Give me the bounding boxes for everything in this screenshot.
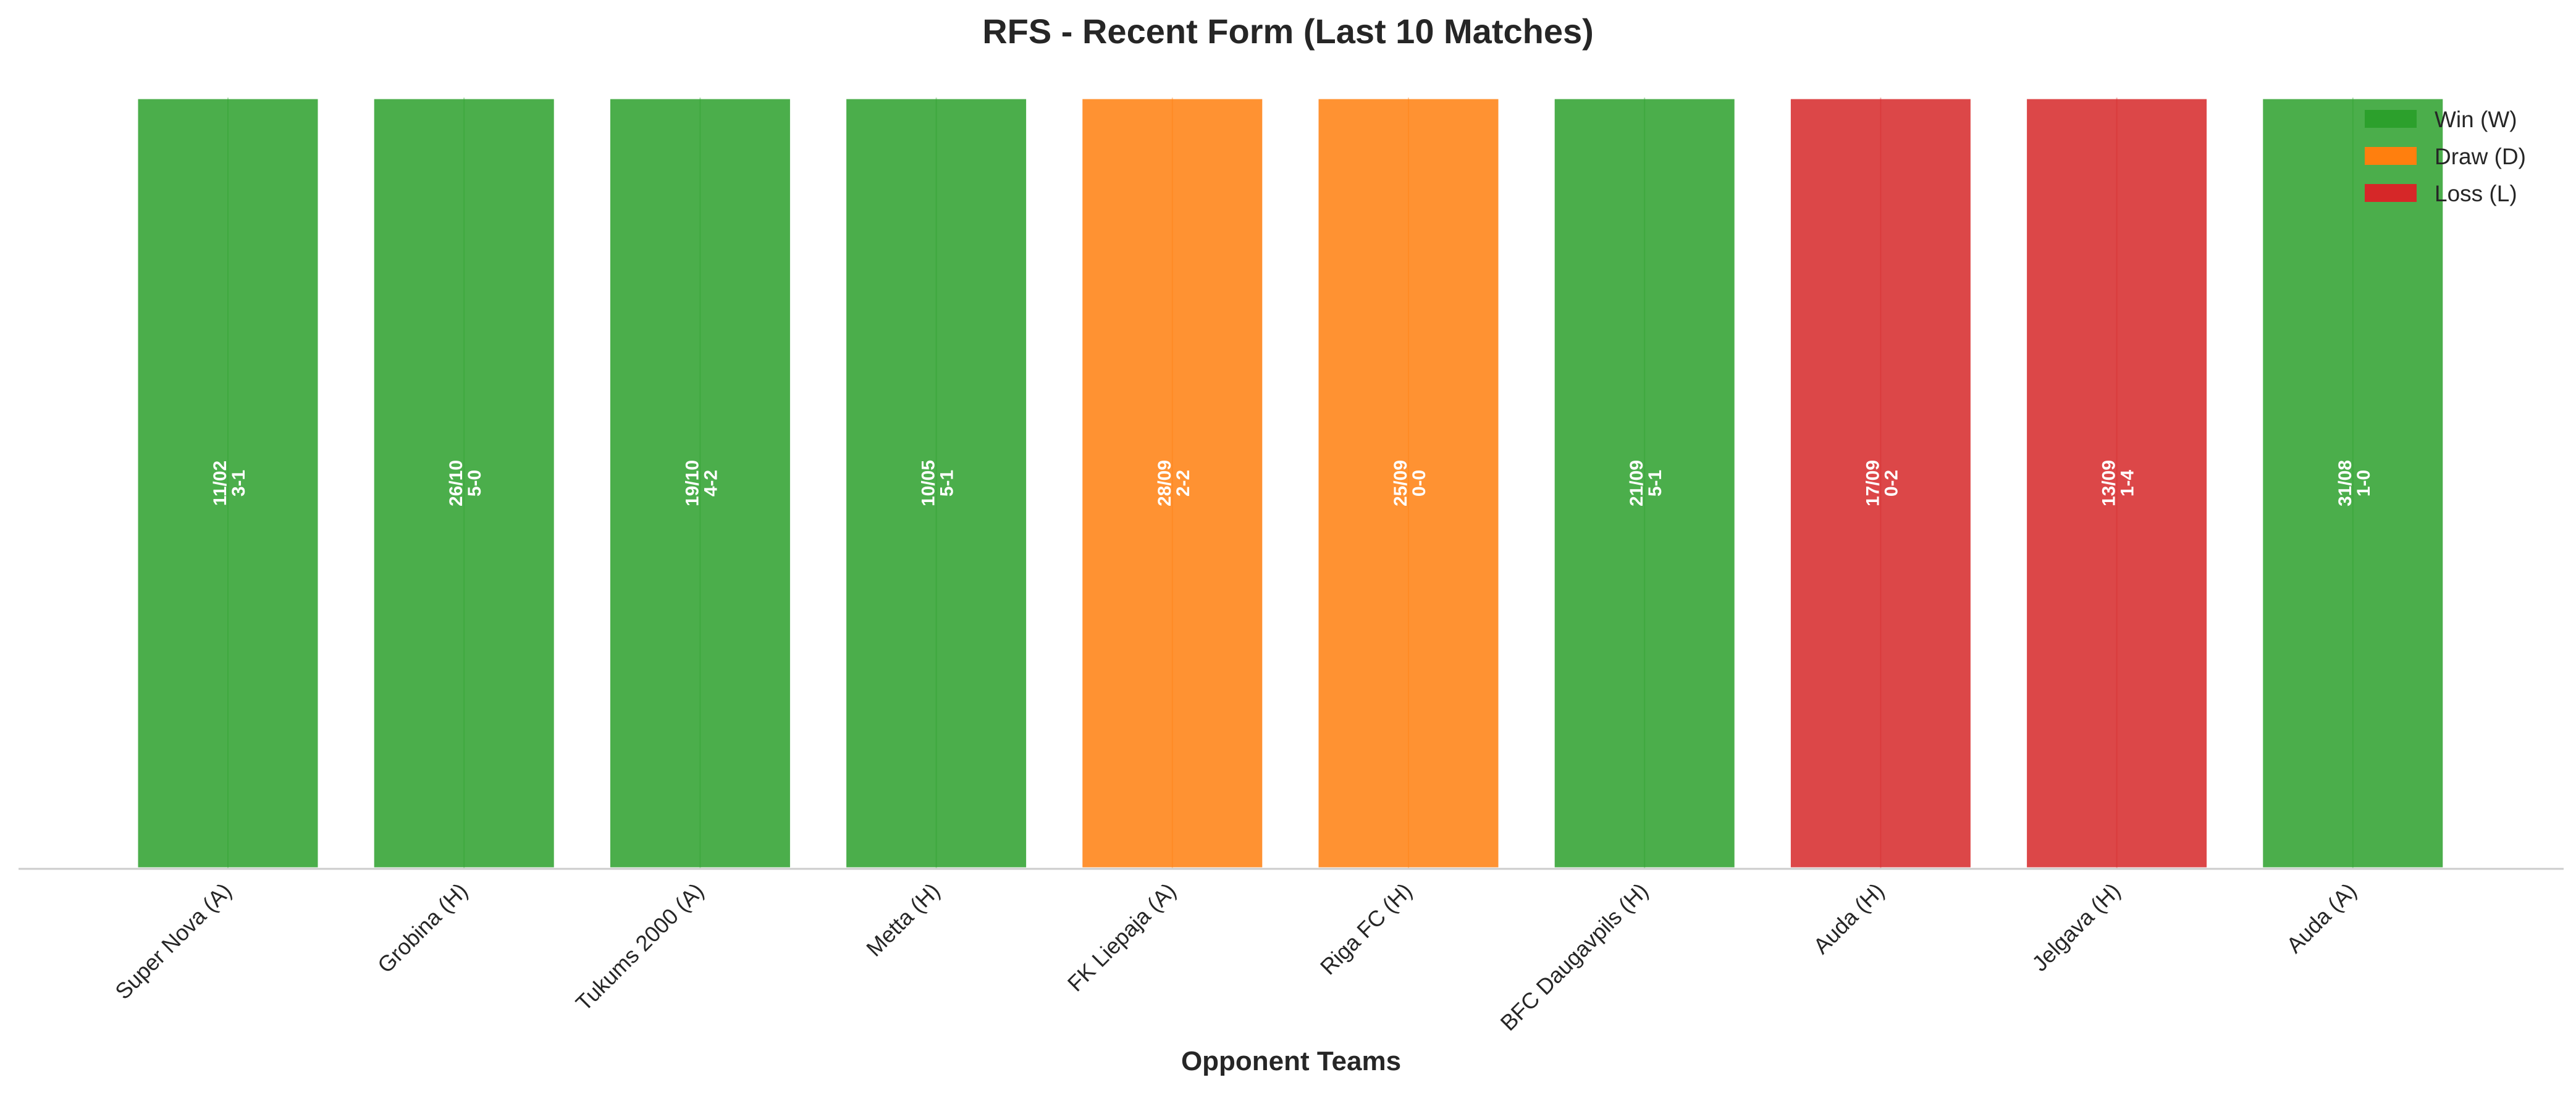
legend-label: Win (W) [2435,107,2517,132]
legend-label: Draw (D) [2435,144,2526,169]
bar-label: 11/023-1 [210,461,249,506]
x-tick-label: Riga FC (H) [1315,878,1417,980]
bar-label: 25/090-0 [1391,460,1429,506]
x-tick-labels: Super Nova (A) Grobina (H) Tukums 2000 (A)… [110,878,2361,1036]
bar-date-label: 28/09 [1155,460,1175,506]
bar-label: 13/091-4 [2099,460,2138,506]
bars-layer: 11/023-1 26/105-0 19/104-2 10/055-1 28/092-2… [135,96,2446,871]
bar-label: 31/081-0 [2335,460,2374,506]
bar [1079,96,1266,871]
legend-swatch [2365,110,2417,128]
legend-label: Loss (L) [2435,181,2517,206]
x-tick-label: Jelgava (H) [2027,878,2125,976]
bar-score-label: 1-4 [2118,470,2138,497]
x-axis-label: Opponent Teams [1181,1046,1401,1076]
bar-date-label: 21/09 [1627,460,1647,506]
legend-swatch [2365,184,2417,202]
x-tick-label: Auda (A) [2281,878,2361,958]
bar-label: 26/105-0 [446,460,485,506]
bar-score-label: 5-0 [465,470,485,496]
bar-date-label: 13/09 [2099,460,2119,506]
bar-label: 21/095-1 [1627,460,1665,506]
bar-score-label: 0-0 [1409,470,1429,496]
x-tick-label: Super Nova (A) [110,878,236,1004]
x-tick-label: Auda (H) [1808,878,1889,959]
chart-title: RFS - Recent Form (Last 10 Matches) [982,12,1594,51]
x-tick-label: Metta (H) [861,878,945,961]
bar [1551,96,1738,871]
bar-score-label: 0-2 [1881,470,1901,496]
bar-date-label: 25/09 [1391,460,1411,506]
bar [2260,96,2446,871]
legend: Win (W) Draw (D) Loss (L) [2365,107,2526,206]
legend-swatch [2365,147,2417,165]
bar-date-label: 10/05 [919,460,939,506]
x-tick-label: Grobina (H) [373,878,473,978]
bar [843,96,1030,871]
bar [1315,96,1502,871]
bar-score-label: 3-1 [229,470,249,496]
x-tick-label: BFC Daugavpils (H) [1496,878,1653,1036]
bar-label: 19/104-2 [682,460,721,506]
bar-date-label: 31/08 [2335,460,2355,506]
bar-date-label: 11/02 [210,461,230,506]
x-tick-label: FK Liepaja (A) [1063,878,1181,997]
bar-label: 28/092-2 [1155,460,1193,506]
bar-score-label: 2-2 [1173,470,1193,496]
bar [135,96,321,871]
bar-score-label: 5-1 [937,470,958,496]
x-tick-label: Tukums 2000 (A) [571,878,709,1016]
bar-date-label: 19/10 [682,460,702,506]
bar-score-label: 4-2 [701,470,721,496]
bar-date-label: 17/09 [1863,460,1883,506]
bar [371,96,557,871]
bar-label: 17/090-2 [1863,460,1901,506]
bar [607,96,793,871]
bar-score-label: 1-0 [2354,470,2374,496]
bar-score-label: 5-1 [1645,470,1665,496]
bar-date-label: 26/10 [446,460,466,506]
bar-label: 10/055-1 [919,460,958,506]
